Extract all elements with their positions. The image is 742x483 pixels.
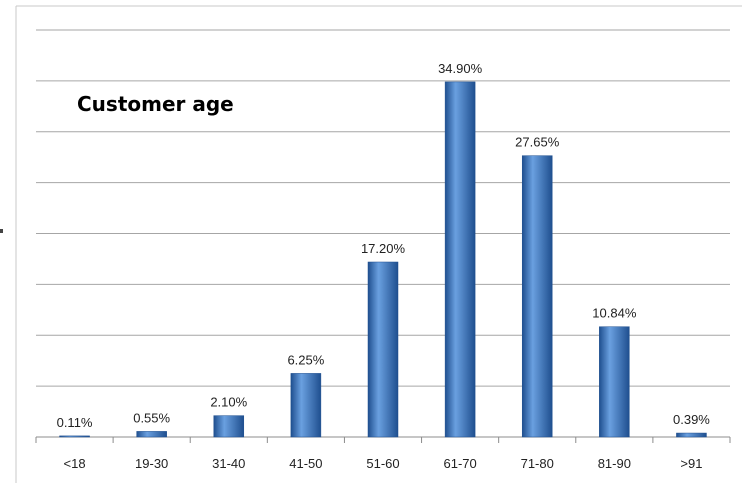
x-tick-label: 51-60 bbox=[366, 456, 399, 471]
chart-title: Customer age bbox=[77, 92, 234, 116]
data-labels: 0.11% 0.55% 2.10% 6.25% 17.20% 34.90% 27.65% 10… bbox=[57, 61, 711, 430]
edge-mark bbox=[0, 229, 3, 233]
data-label: 10.84% bbox=[592, 306, 637, 321]
x-tick-label: 61-70 bbox=[443, 456, 476, 471]
bar-61-70 bbox=[444, 81, 476, 438]
x-tick-label: >91 bbox=[680, 456, 702, 471]
bar-41-50 bbox=[290, 373, 322, 438]
x-tick-label: <18 bbox=[64, 456, 86, 471]
bar->91 bbox=[676, 432, 707, 438]
data-label: 27.65% bbox=[515, 135, 560, 150]
bar-<18 bbox=[59, 435, 90, 438]
data-label: 0.11% bbox=[57, 415, 93, 430]
x-tick-label: 41-50 bbox=[289, 456, 322, 471]
bars bbox=[59, 81, 707, 438]
x-tick-labels: <18 19-30 31-40 41-50 51-60 61-70 71-80 81-90 >9… bbox=[64, 456, 703, 471]
x-tick-label: 81-90 bbox=[598, 456, 631, 471]
data-label: 17.20% bbox=[361, 241, 406, 256]
bar-71-80 bbox=[521, 155, 553, 438]
x-tick-label: 71-80 bbox=[521, 456, 554, 471]
data-label: 2.10% bbox=[210, 395, 247, 410]
data-label: 0.39% bbox=[673, 412, 710, 427]
data-label: 6.25% bbox=[287, 352, 324, 367]
bar-81-90 bbox=[599, 326, 630, 438]
bar-31-40 bbox=[213, 415, 245, 438]
x-tick-label: 19-30 bbox=[135, 456, 168, 471]
x-tick-label: 31-40 bbox=[212, 456, 245, 471]
bar-51-60 bbox=[367, 261, 399, 438]
bar-19-30 bbox=[136, 431, 167, 438]
data-label: 0.55% bbox=[133, 410, 170, 425]
data-label: 34.90% bbox=[438, 61, 483, 76]
